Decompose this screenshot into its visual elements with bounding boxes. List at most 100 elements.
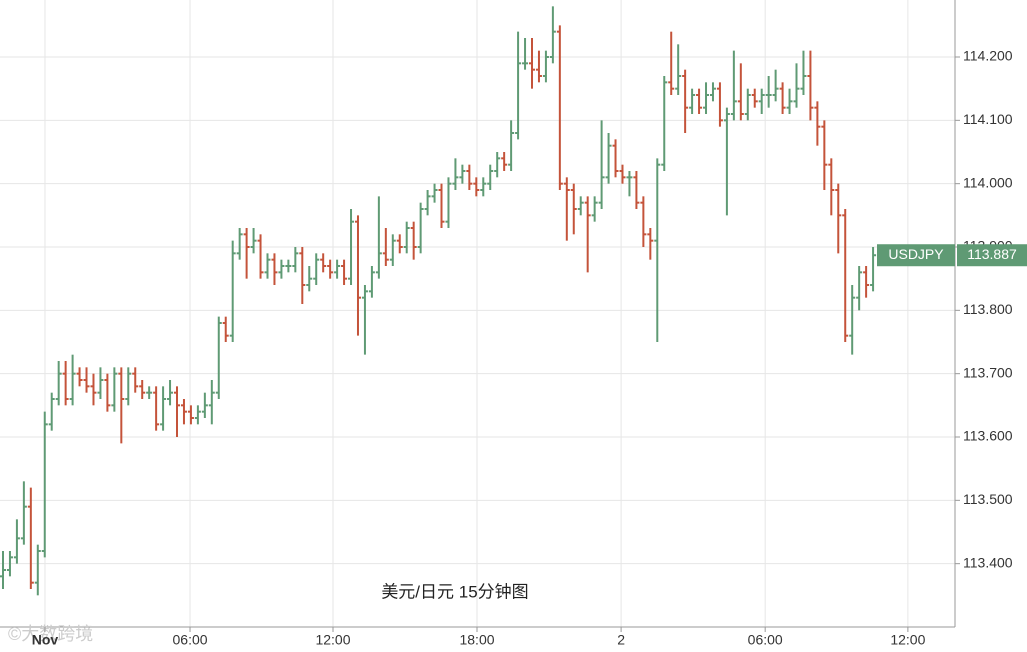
ohlc-bar xyxy=(250,228,257,254)
ohlc-bar xyxy=(285,259,292,273)
ohlc-bar xyxy=(633,171,640,209)
ohlc-bar xyxy=(640,196,647,247)
ohlc-bar xyxy=(828,158,835,216)
ohlc-bar xyxy=(849,285,856,355)
ohlc-bar xyxy=(174,386,181,437)
ohlc-bar xyxy=(97,367,104,399)
ohlc-bar xyxy=(327,259,334,279)
ohlc-bar xyxy=(466,164,473,190)
ohlc-bar xyxy=(62,361,69,406)
ohlc-bar xyxy=(153,386,160,431)
ohlc-bar xyxy=(709,82,716,102)
ohlc-bar xyxy=(480,177,487,197)
bars xyxy=(0,6,877,596)
ohlc-bar xyxy=(751,88,758,108)
ohlc-bar xyxy=(487,164,494,190)
ohlc-bar xyxy=(48,392,55,431)
ohlc-bar xyxy=(180,399,187,425)
last-price-box xyxy=(957,244,1027,267)
ohlc-bar xyxy=(299,247,306,304)
ohlc-bar xyxy=(104,373,111,412)
y-tick-label: 113.400 xyxy=(963,554,1013,570)
ohlc-bar xyxy=(20,481,27,545)
grid xyxy=(0,0,955,627)
ohlc-bar xyxy=(556,25,563,190)
ohlc-bar xyxy=(598,120,605,209)
ohlc-bar xyxy=(445,177,452,228)
ohlc-bar xyxy=(264,253,271,279)
x-tick-label: Nov xyxy=(32,632,59,648)
ohlc-bar xyxy=(786,88,793,114)
y-tick-label: 113.700 xyxy=(963,364,1013,380)
ohlc-bar xyxy=(69,354,76,406)
ohlc-bar xyxy=(459,164,466,184)
ohlc-bar xyxy=(334,259,341,279)
ohlc-bar xyxy=(723,107,730,216)
ohlc-bar xyxy=(730,50,737,121)
ohlc-bar xyxy=(703,82,710,114)
ohlc-bar xyxy=(0,551,6,589)
ohlc-bar xyxy=(368,266,375,298)
ohlc-bar xyxy=(682,69,689,133)
ohlc-bar xyxy=(529,38,536,89)
ohlc-bar xyxy=(696,88,703,114)
y-tick-label: 113.800 xyxy=(963,301,1013,317)
ohlc-bar xyxy=(501,152,508,171)
ohlc-bar xyxy=(661,76,668,171)
ohlc-bar xyxy=(236,228,243,260)
ohlc-bar xyxy=(494,152,501,178)
ohlc-bar xyxy=(55,361,62,406)
ohlc-bar xyxy=(647,228,654,260)
ohlc-bar xyxy=(417,202,424,254)
ohlc-bar xyxy=(584,196,591,273)
ohlc-bar xyxy=(438,183,445,228)
ohlc-bar xyxy=(160,386,167,431)
ohlc-bar xyxy=(257,234,264,279)
ohlc-bar xyxy=(863,266,870,298)
ohlc-bar xyxy=(424,190,431,216)
ohlc-bar xyxy=(6,551,13,577)
ohlc-bar xyxy=(800,50,807,95)
ohlc-bar xyxy=(139,380,146,399)
y-tick-label: 114.100 xyxy=(963,111,1013,127)
ohlc-bar xyxy=(570,183,577,235)
ohlc-bar xyxy=(306,266,313,292)
ohlc-bar xyxy=(208,380,215,425)
ohlc-bar xyxy=(856,266,863,311)
ohlc-bar xyxy=(278,259,285,279)
ohlc-bar xyxy=(83,367,90,393)
x-tick-label: 12:00 xyxy=(315,632,350,648)
ohlc-bar xyxy=(361,285,368,355)
ohlc-bar xyxy=(668,31,675,95)
ohlc-bar xyxy=(431,183,438,203)
y-tick-label: 114.000 xyxy=(963,174,1013,190)
ohlc-bar xyxy=(396,234,403,254)
ohlc-bar xyxy=(508,120,515,171)
ohlc-bar xyxy=(118,367,125,444)
ohlc-bar xyxy=(807,50,814,121)
ohlc-bar xyxy=(870,247,877,292)
x-tick-label: 2 xyxy=(617,632,625,648)
ohlc-bar xyxy=(13,519,20,564)
ohlc-bar xyxy=(167,380,174,406)
ohlc-bar xyxy=(793,63,800,108)
ohlc-bar xyxy=(41,411,48,558)
x-tick-label: 06:00 xyxy=(173,632,208,648)
ohlc-bar xyxy=(403,221,410,254)
ohlc-bar xyxy=(689,88,696,114)
ohlc-bar xyxy=(132,367,139,393)
last-price-label: 113.887 xyxy=(967,246,1017,262)
ohlc-bar xyxy=(382,228,389,266)
x-tick-label: 18:00 xyxy=(459,632,494,648)
ohlc-bar xyxy=(779,82,786,114)
ohlc-bar xyxy=(542,50,549,83)
ohlc-bar xyxy=(243,228,250,279)
ohlc-bar xyxy=(34,544,41,596)
ohlc-bar xyxy=(452,158,459,190)
ohlc-bar xyxy=(27,487,34,589)
ohlc-bar xyxy=(654,158,661,342)
ohlc-bar xyxy=(222,316,229,342)
caption: 美元/日元 15分钟图 xyxy=(381,582,528,601)
